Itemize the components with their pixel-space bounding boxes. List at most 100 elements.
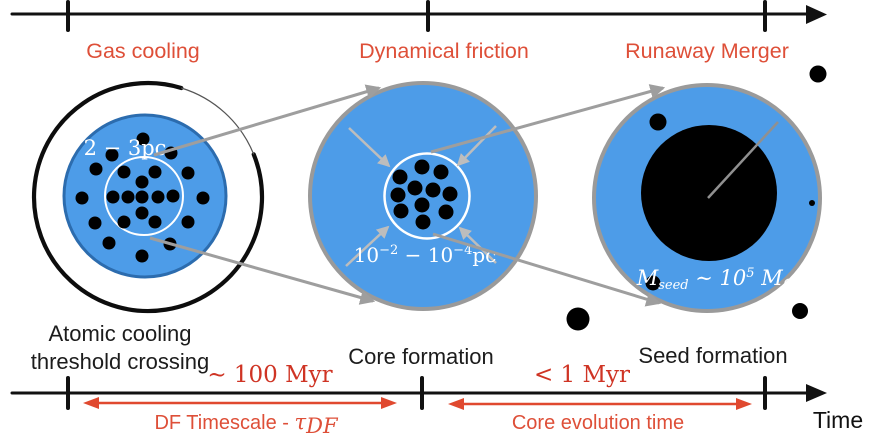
core-star-dots [390,159,458,230]
zoom-arrow-halo-to-core-bottom-icon [149,236,376,305]
star-dot [148,165,162,179]
halo-outer-circle [31,80,265,314]
star-dot [75,191,89,205]
caption-core-formation: Core formation [348,344,494,369]
core-panel: 10−2 − 10−4pc [308,81,538,311]
stage-label-runaway-merger: Runaway Merger [625,39,789,63]
halo-inner-region-circle [104,156,184,236]
star-dot [166,189,180,203]
df-arrow-right-head-icon [381,397,397,409]
star-dot [151,190,165,204]
star-dot [117,165,131,179]
mass-sub: seed [658,278,688,293]
captions: Atomic cooling threshold crossing Core f… [31,321,788,388]
star-dot [809,65,827,83]
core-scale-label: 10−2 − 10−4pc [354,243,497,267]
star-dot [117,215,131,229]
zoom-connectors [149,84,666,307]
bottom-timeline: Time DF Timescale - τDF Core evolution t… [10,376,863,438]
star-dot [442,186,458,202]
star-dot [121,190,135,204]
df-arrow-left-head-icon [83,397,99,409]
halo-scale-label: 2 − 3pc [84,136,167,160]
duration-1myr: < 1 Myr [534,362,630,388]
star-dot [135,175,149,189]
df-timescale-arrow [83,397,397,409]
caption-atomic-cooling-line1: Atomic cooling [48,321,191,346]
star-dot [181,166,195,180]
star-dot [645,275,661,291]
seed-panel: Mseed ∼ 105 M⊙ [592,83,822,313]
inflow-arrow-bottom-left-icon [345,225,390,267]
tau-subscript: DF [305,414,339,438]
inflow-arrow-top-right-icon [456,125,497,167]
star-dot [433,164,449,180]
stage-label-gas-cooling: Gas cooling [86,39,200,63]
mass-m2: M [755,266,784,290]
star-dot [415,214,431,230]
core-gas-circle [308,81,538,311]
caption-seed-formation: Seed formation [638,343,787,368]
halo-outer-circle-thin-arc [181,87,255,155]
star-dot [135,190,149,204]
halo-panel: 2 − 3pc [31,80,265,314]
duration-100myr: ∼ 100 Myr [207,362,332,388]
star-dot [105,148,119,162]
star-dot [390,187,406,203]
zoom-arrow-core-to-seed-bottom-icon [432,232,662,307]
zoom-arrow-core-to-seed-top-icon [430,84,666,154]
star-dot [181,215,195,229]
core-region-circle [383,152,471,240]
seed-star-dots [645,113,815,291]
seed-mass-label: Mseed ∼ 105 M⊙ [636,266,796,293]
black-hole-radius-line [707,121,779,199]
star-dot [438,204,454,220]
core-scale-base1: 10 [354,243,379,267]
core-evolution-label: Core evolution time [512,412,684,434]
star-dot [414,159,430,175]
star-dot [135,249,149,263]
top-timeline-arrow-icon [806,5,827,24]
star-dot [88,216,102,230]
inflow-arrow-bottom-right-icon [458,226,497,264]
df-timescale-label: DF Timescale - τDF [154,410,338,438]
mass-mid: ∼ 10 [689,266,747,290]
star-dot [792,303,808,319]
df-timescale-text: DF Timescale - [154,412,294,434]
star-dot [136,132,150,146]
halo-star-dots [75,132,210,263]
inflow-arrow-top-left-icon [348,127,391,168]
core-scale-exp2: −4 [453,243,472,258]
time-axis-label: Time [813,407,863,433]
star-dot [425,182,441,198]
core-evolution-left-head-icon [448,398,464,410]
core-evolution-arrow [448,398,752,410]
mass-sun-symbol: ⊙ [783,274,796,292]
field-star-dots [566,65,827,331]
top-timeline: Gas cooling Dynamical friction Runaway M… [10,0,827,63]
star-dot [393,203,409,219]
star-dot [566,307,590,331]
star-dot [407,180,423,196]
star-dot [392,169,408,185]
star-dot [89,162,103,176]
bottom-timeline-arrow-icon [806,384,827,402]
core-evolution-right-head-icon [736,398,752,410]
star-dot [196,191,210,205]
tau-symbol: τ [294,410,306,434]
star-dot [148,215,162,229]
zoom-arrow-halo-to-core-top-icon [153,84,382,157]
star-dot [102,236,116,250]
caption-atomic-cooling-line2: threshold crossing [31,349,210,374]
mass-exp: 5 [746,266,754,281]
star-dot [809,200,815,206]
core-scale-exp1: −2 [379,243,398,258]
mass-m: M [636,266,659,290]
star-dot [414,197,430,213]
star-dot [135,206,149,220]
stage-label-dynamical-friction: Dynamical friction [359,39,529,63]
core-scale-mid: − 10 [398,243,453,267]
star-dot [649,113,667,131]
star-dot [106,190,120,204]
